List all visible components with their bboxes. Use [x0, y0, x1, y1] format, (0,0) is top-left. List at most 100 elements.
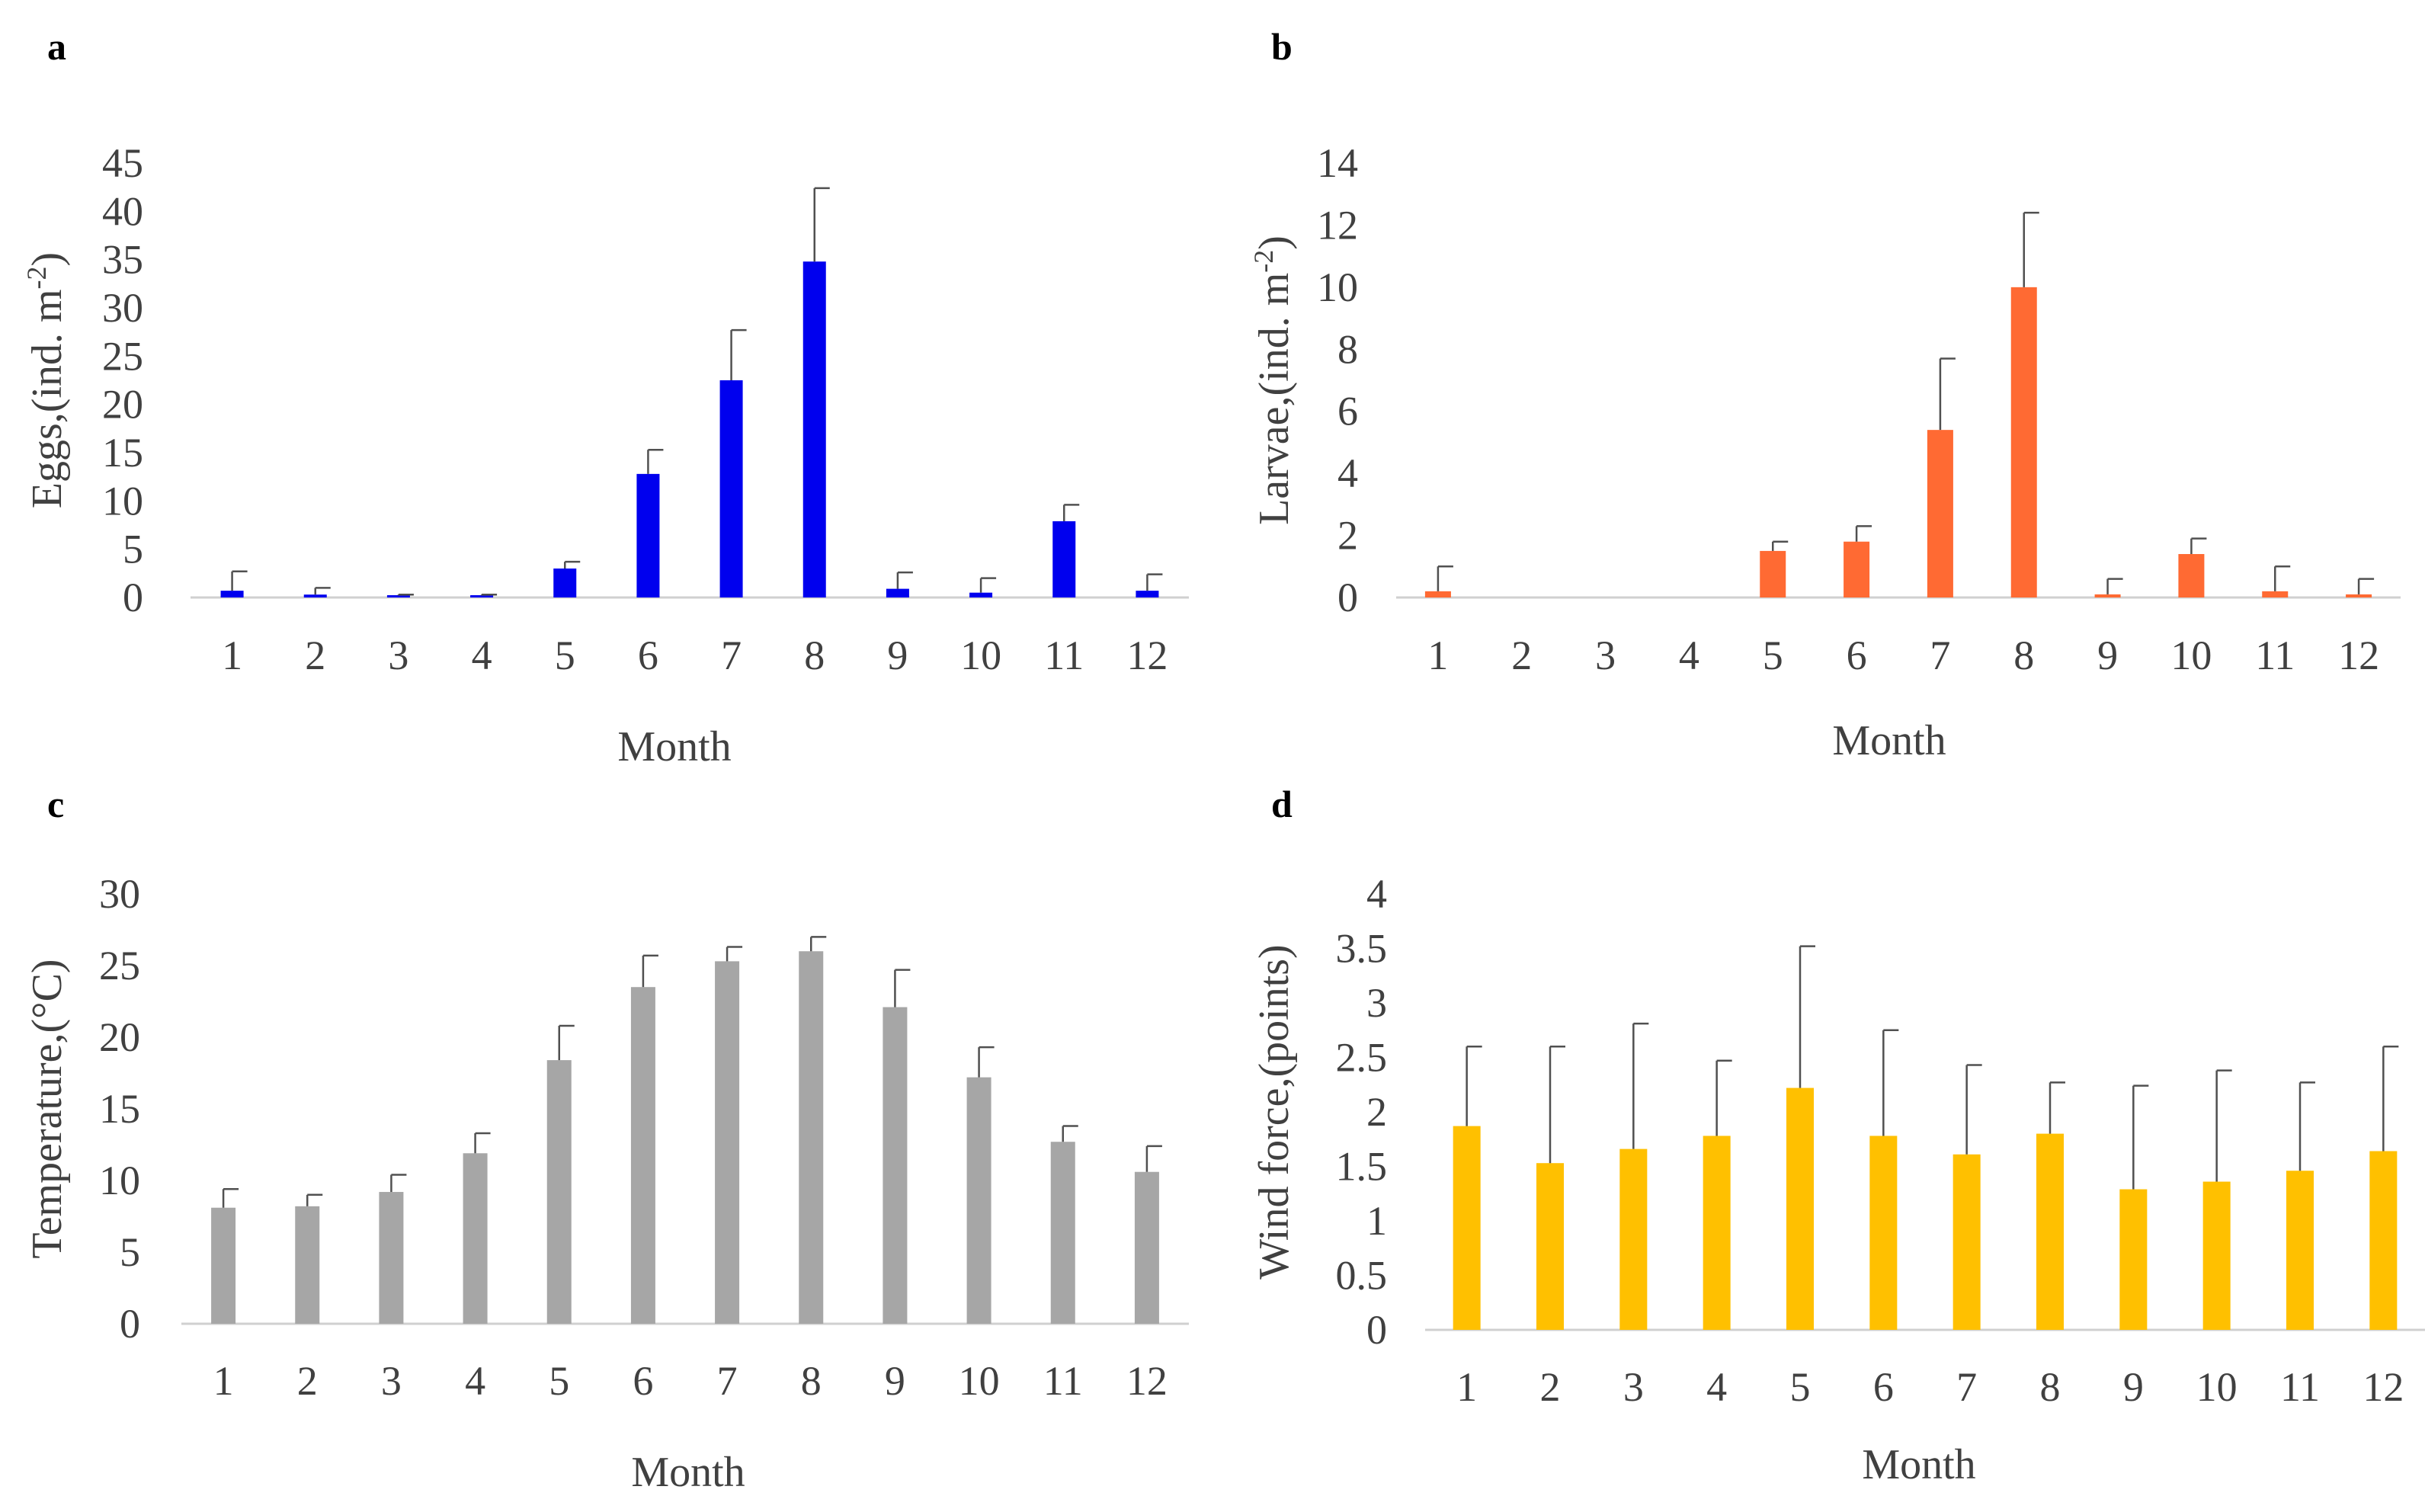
- panel-a-y-tick-label: 35: [102, 237, 143, 283]
- panel-a-y-tick-label: 5: [123, 527, 143, 572]
- panel-d-x-tick-label: 5: [1790, 1364, 1811, 1410]
- panel-a-y-tick-label: 20: [102, 382, 143, 428]
- panel-c-y-tick-label: 15: [99, 1086, 140, 1132]
- panel-d-x-axis-title: Month: [1862, 1441, 1975, 1488]
- panel-d-bar: [1786, 1088, 1814, 1330]
- panel-b-y-tick-label: 0: [1337, 575, 1358, 620]
- panel-b-x-tick-label: 10: [2170, 633, 2212, 678]
- panel-b-y-tick-label: 14: [1317, 140, 1358, 186]
- panel-d-x-tick-label: 6: [1873, 1364, 1894, 1410]
- panel-a-x-tick-label: 8: [804, 633, 825, 678]
- panel-b-x-tick-label: 6: [1847, 633, 1867, 678]
- panel-a-bar: [636, 473, 660, 597]
- panel-b-y-tick-label: 10: [1317, 264, 1358, 310]
- panel-d-y-tick-label: 2.5: [1336, 1035, 1388, 1081]
- panel-c-y-tick-label: 10: [99, 1158, 140, 1203]
- panel-a-y-tick-label: 40: [102, 188, 143, 234]
- panel-c-x-tick-label: 6: [633, 1358, 653, 1404]
- panel-d-x-tick-label: 10: [2196, 1364, 2238, 1410]
- panel-b-y-tick-label: 8: [1337, 326, 1358, 372]
- panel-d-bar: [1536, 1163, 1564, 1330]
- panel-a-bar: [470, 595, 494, 597]
- panel-b-y-tick-label: 6: [1337, 389, 1358, 434]
- panel-c-x-tick-label: 10: [959, 1358, 1000, 1404]
- panel-b-x-tick-label: 4: [1679, 633, 1699, 678]
- panel-d-x-tick-label: 9: [2123, 1364, 2144, 1410]
- panel-b-bar: [2178, 554, 2205, 597]
- panel-b-x-axis-title: Month: [1832, 717, 1946, 764]
- panel-c-x-axis-title: Month: [631, 1449, 745, 1496]
- panel-d-y-tick-label: 2: [1366, 1089, 1387, 1135]
- panel-d-y-tick-label: 3: [1366, 980, 1387, 1026]
- panel-c-x-tick-label: 9: [885, 1358, 905, 1404]
- panel-a-x-tick-label: 3: [388, 633, 408, 678]
- panel-c-y-axis-title: Temperature,(°C): [24, 959, 71, 1258]
- panel-b-bar: [2262, 591, 2289, 597]
- panel-b-bar: [1844, 541, 1870, 597]
- panel-b-bar: [2010, 287, 2037, 597]
- panel-a-x-tick-label: 5: [555, 633, 575, 678]
- panel-a-x-axis-title: Month: [617, 723, 731, 770]
- panel-a-y-tick-label: 0: [123, 575, 143, 620]
- panel-d-bar: [1869, 1136, 1898, 1330]
- panel-c-x-tick-label: 1: [213, 1358, 234, 1404]
- panel-d-bar: [1619, 1148, 1648, 1330]
- panel-d-x-tick-label: 3: [1623, 1364, 1644, 1410]
- panel-a-x-tick-label: 10: [960, 633, 1001, 678]
- panel-a-bar: [553, 569, 577, 597]
- panel-c-bar: [295, 1206, 320, 1324]
- panel-d-x-tick-label: 2: [1540, 1364, 1561, 1410]
- panel-d-y-tick-label: 4: [1366, 871, 1387, 917]
- panel-letter-c: c: [47, 783, 64, 825]
- panel-c-bar: [546, 1060, 572, 1324]
- panel-d-y-tick-label: 0.5: [1336, 1253, 1388, 1299]
- panel-c-bar: [1134, 1171, 1159, 1324]
- panel-letter-b: b: [1271, 25, 1293, 68]
- panel-a-y-tick-label: 25: [102, 333, 143, 379]
- panel-b-y-tick-label: 2: [1337, 513, 1358, 559]
- panel-c-y-tick-label: 20: [99, 1014, 140, 1060]
- panel-a-y-tick-label: 45: [102, 140, 143, 186]
- panel-b-x-tick-label: 1: [1427, 633, 1448, 678]
- panel-c-bar: [630, 987, 655, 1324]
- panel-b-x-tick-label: 8: [2013, 633, 2034, 678]
- panel-d-bar: [2286, 1171, 2314, 1330]
- panel-c-bar: [966, 1077, 991, 1324]
- panel-d-y-tick-label: 1.5: [1336, 1144, 1388, 1190]
- panel-d-y-tick-label: 3.5: [1336, 926, 1388, 972]
- panel-c-y-tick-label: 0: [120, 1301, 140, 1347]
- panel-d-x-tick-label: 1: [1456, 1364, 1477, 1410]
- panel-a-bar: [886, 588, 909, 597]
- chart-panel-d: 00.511.522.533.541 2 3 4 5 6 7 8 9 10 11 12MonthWin…: [1251, 871, 2425, 1488]
- panel-a-x-tick-label: 2: [305, 633, 325, 678]
- panel-b-bar: [1927, 430, 1953, 597]
- panel-a-bar: [1136, 591, 1159, 597]
- panel-c-x-tick-label: 4: [465, 1358, 485, 1404]
- panel-d-x-tick-label: 11: [2280, 1364, 2320, 1410]
- panel-letter-a: a: [47, 25, 66, 68]
- panel-a-y-axis-title: Eggs,(ind. m-2): [21, 252, 71, 508]
- panel-c-bar: [379, 1192, 404, 1324]
- panel-c-bar: [715, 961, 740, 1324]
- panel-a-bar: [719, 380, 743, 597]
- panel-a-x-tick-label: 1: [222, 633, 242, 678]
- panel-b-bar: [1760, 550, 1786, 597]
- panel-c-bar: [463, 1153, 488, 1324]
- panel-a-y-tick-label: 30: [102, 285, 143, 331]
- panel-c-bar: [883, 1007, 908, 1324]
- panel-d-y-axis-title: Wind force,(points): [1251, 944, 1298, 1279]
- panel-b-bar: [1424, 591, 1451, 597]
- panel-b-bar: [2094, 594, 2121, 597]
- panel-a-x-tick-label: 11: [1044, 633, 1084, 678]
- panel-letter-d: d: [1271, 783, 1293, 825]
- panel-a-bar: [802, 261, 826, 597]
- panel-c-x-tick-label: 2: [297, 1358, 318, 1404]
- panel-a-x-tick-label: 6: [638, 633, 658, 678]
- panel-a-x-tick-label: 12: [1126, 633, 1168, 678]
- panel-b-x-tick-label: 9: [2097, 633, 2118, 678]
- panel-c-y-tick-label: 25: [99, 943, 140, 988]
- panel-d-x-tick-label: 4: [1706, 1364, 1727, 1410]
- panel-d-bar: [2036, 1133, 2064, 1330]
- panel-d-y-tick-label: 0: [1366, 1307, 1387, 1353]
